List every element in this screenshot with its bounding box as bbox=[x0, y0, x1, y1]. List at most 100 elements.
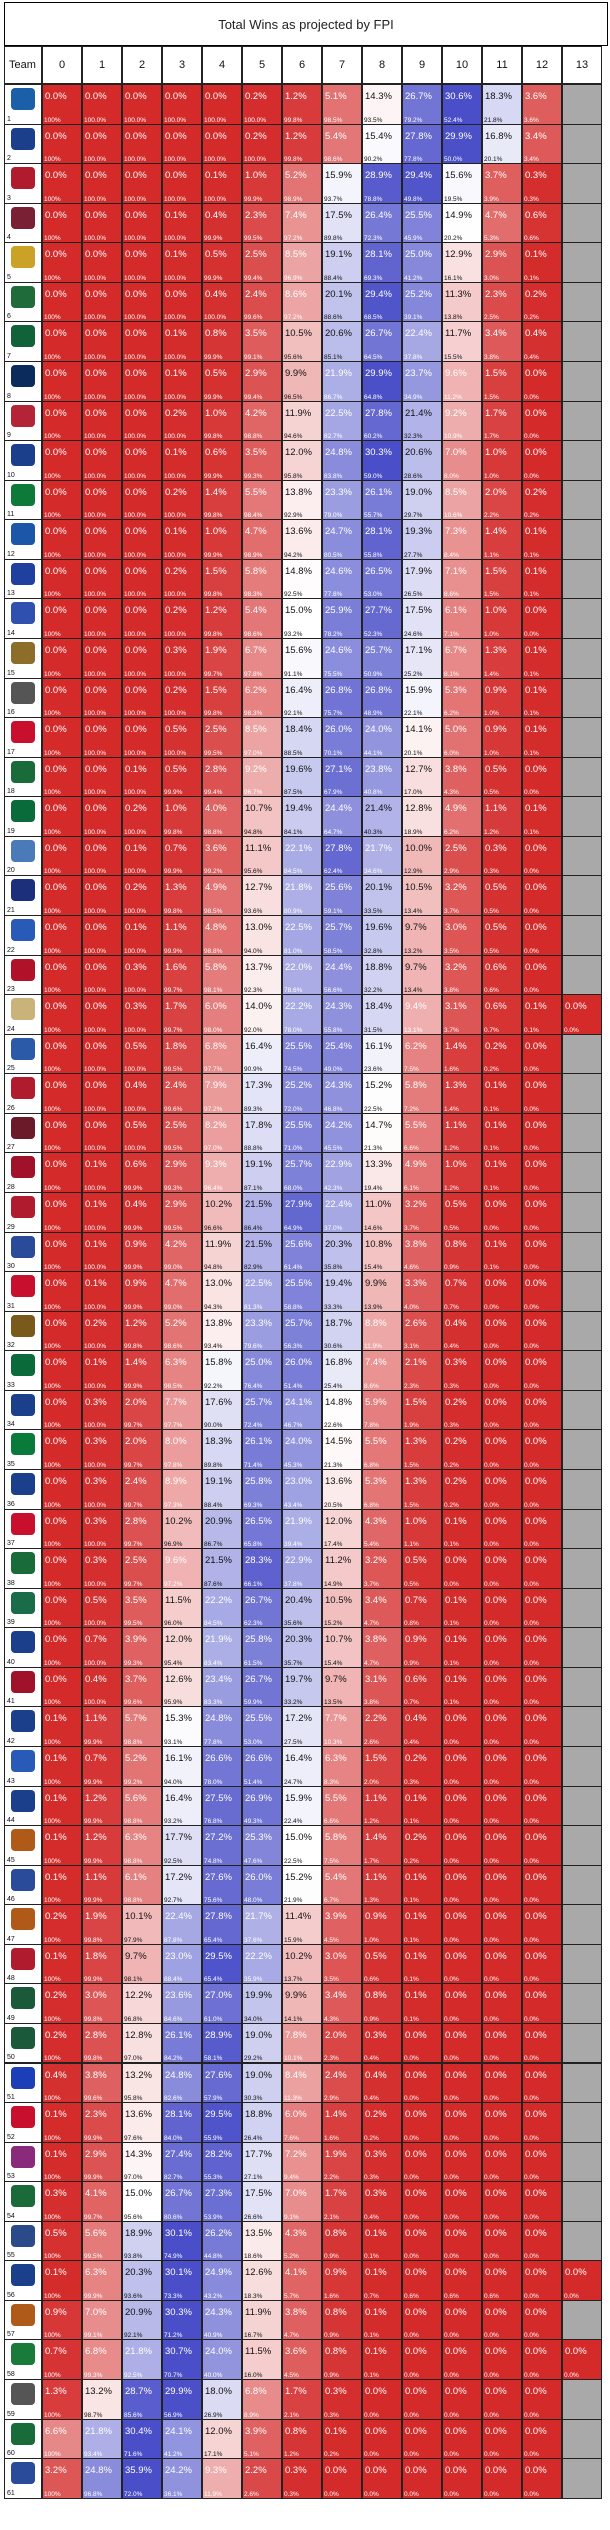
win-probability: 0.0% bbox=[445, 2306, 467, 2318]
probability-cell: 0.0% 0.0% bbox=[482, 2022, 522, 2064]
cumulative-probability: 95.8% bbox=[284, 472, 303, 480]
team-cell: 51 bbox=[4, 2062, 42, 2104]
probability-cell: 0.0% 100% bbox=[42, 1666, 82, 1708]
cumulative-probability: 0.0% bbox=[484, 1699, 499, 1707]
cumulative-probability: 10.9% bbox=[444, 433, 463, 441]
cumulative-probability: 88.5% bbox=[284, 749, 303, 757]
probability-cell: 0.2% 100% bbox=[42, 1983, 82, 2024]
win-probability: 21.4% bbox=[365, 803, 392, 815]
win-probability: 0.0% bbox=[445, 2069, 467, 2081]
win-probability: 30.4% bbox=[125, 2425, 152, 2437]
column-header-12: 12 bbox=[522, 46, 562, 84]
win-probability: 0.0% bbox=[525, 2386, 547, 2398]
cumulative-probability: 50.0% bbox=[444, 156, 463, 164]
win-probability: 0.6% bbox=[485, 961, 507, 973]
win-probability: 25.5% bbox=[405, 209, 432, 221]
team-logo-icon bbox=[11, 721, 35, 744]
cumulative-probability: 0.1% bbox=[484, 1264, 499, 1272]
cumulative-probability: 0.0% bbox=[444, 2253, 459, 2261]
win-probability: 2.1% bbox=[405, 1357, 427, 1369]
cumulative-probability: 15.4% bbox=[324, 1659, 343, 1667]
cumulative-probability: 100% bbox=[44, 2490, 61, 2498]
win-probability: 0.0% bbox=[485, 1515, 507, 1527]
win-probability: 0.2% bbox=[165, 684, 187, 696]
probability-cell: 0.0% 0.0% bbox=[482, 2379, 522, 2420]
probability-cell: 0.0% 0.0% bbox=[482, 1706, 522, 1747]
win-probability: 0.0% bbox=[525, 1040, 547, 1052]
probability-cell: 29.4% 49.8% bbox=[402, 163, 442, 204]
win-probability: 0.0% bbox=[85, 724, 107, 736]
probability-cell: 0.1% 0.1% bbox=[522, 796, 562, 837]
team-rank: 53 bbox=[7, 2173, 15, 2181]
win-probability: 0.0% bbox=[45, 447, 67, 459]
win-probability: 22.4% bbox=[165, 1911, 192, 1923]
cumulative-probability: 4.7% bbox=[284, 2332, 299, 2340]
win-probability: 4.8% bbox=[205, 921, 227, 933]
probability-cell: 0.5% 100% bbox=[42, 2220, 82, 2262]
cumulative-probability: 0.0% bbox=[484, 1738, 499, 1746]
probability-cell: 0.9% 1.0% bbox=[482, 717, 522, 758]
win-probability: 2.4% bbox=[125, 1475, 147, 1487]
win-probability: 24.2% bbox=[325, 1119, 352, 1131]
cumulative-probability: 9.1% bbox=[284, 2213, 299, 2221]
win-probability: 26.1% bbox=[365, 486, 392, 498]
win-probability: 6.7% bbox=[445, 644, 467, 656]
probability-cell: 30.6% 52.4% bbox=[442, 84, 482, 125]
probability-cell: 11.9% 16.7% bbox=[242, 2299, 282, 2341]
cumulative-probability: 0.0% bbox=[484, 2490, 499, 2498]
probability-cell: 0.0% 0.0% bbox=[442, 2102, 482, 2143]
probability-cell: 0.0% 100.0% bbox=[122, 598, 162, 639]
win-probability: 0.2% bbox=[445, 1475, 467, 1487]
probability-cell: 0.4% 100.0% bbox=[202, 281, 242, 323]
cumulative-probability: 100% bbox=[44, 2332, 61, 2340]
win-probability: 2.2% bbox=[245, 2465, 267, 2477]
probability-cell: 11.1% 95.6% bbox=[242, 835, 282, 877]
cumulative-probability: 99.8% bbox=[84, 2055, 103, 2063]
probability-cell: 29.9% 50.0% bbox=[442, 123, 482, 165]
win-probability: 0.0% bbox=[45, 1555, 67, 1567]
cumulative-probability: 19.4% bbox=[364, 1184, 383, 1192]
cumulative-probability: 100.0% bbox=[84, 1620, 107, 1628]
cumulative-probability: 70.1% bbox=[324, 749, 343, 757]
probability-cell: 2.3% 2.5% bbox=[482, 281, 522, 323]
probability-cell bbox=[562, 1627, 602, 1668]
win-probability: 0.0% bbox=[45, 565, 67, 577]
probability-cell: 17.9% 26.5% bbox=[402, 558, 442, 600]
team-cell: 39 bbox=[4, 1587, 42, 1629]
probability-cell: 0.0% 0.0% bbox=[442, 1983, 482, 2024]
probability-cell: 1.4% 1.7% bbox=[362, 1825, 402, 1866]
probability-cell: 8.2% 97.0% bbox=[202, 1112, 242, 1154]
win-probability: 0.0% bbox=[85, 1080, 107, 1092]
team-rank: 4 bbox=[7, 234, 11, 242]
cumulative-probability: 0.3% bbox=[324, 2411, 339, 2419]
cumulative-probability: 0.7% bbox=[484, 1026, 499, 1034]
probability-cell: 0.0% 100.0% bbox=[82, 360, 122, 402]
win-probability: 0.0% bbox=[485, 2465, 507, 2477]
win-probability: 0.0% bbox=[85, 1119, 107, 1131]
probability-cell: 0.0% 0.0% bbox=[522, 1191, 562, 1233]
win-probability: 11.4% bbox=[285, 1911, 312, 1923]
probability-cell: 9.3% 96.4% bbox=[202, 1152, 242, 1193]
cumulative-probability: 0.0% bbox=[484, 2134, 499, 2142]
cumulative-probability: 55.8% bbox=[364, 551, 383, 559]
cumulative-probability: 99.9% bbox=[84, 2292, 103, 2300]
win-probability: 3.8% bbox=[285, 2306, 307, 2318]
cumulative-probability: 100.0% bbox=[84, 116, 107, 124]
win-probability: 0.0% bbox=[125, 447, 147, 459]
probability-cell: 0.4% 99.9% bbox=[202, 202, 242, 244]
probability-cell: 6.3% 99.9% bbox=[82, 2260, 122, 2301]
win-probability: 12.0% bbox=[165, 1634, 192, 1646]
probability-cell: 0.0% 100% bbox=[42, 479, 82, 521]
probability-cell: 2.1% 2.3% bbox=[402, 1350, 442, 1391]
team-cell: 48 bbox=[4, 1943, 42, 1985]
probability-cell: 0.0% 100.0% bbox=[82, 84, 122, 125]
cumulative-probability: 16.1% bbox=[444, 274, 463, 282]
probability-cell: 0.1% 100.0% bbox=[162, 440, 202, 481]
probability-cell bbox=[562, 1548, 602, 1589]
team-logo-icon bbox=[11, 879, 35, 902]
win-probability: 28.7% bbox=[125, 2386, 152, 2398]
cumulative-probability: 87.5% bbox=[284, 789, 303, 797]
cumulative-probability: 99.6% bbox=[84, 2095, 103, 2103]
cumulative-probability: 0.0% bbox=[444, 1778, 459, 1786]
probability-cell: 0.4% 100.0% bbox=[82, 1666, 122, 1708]
